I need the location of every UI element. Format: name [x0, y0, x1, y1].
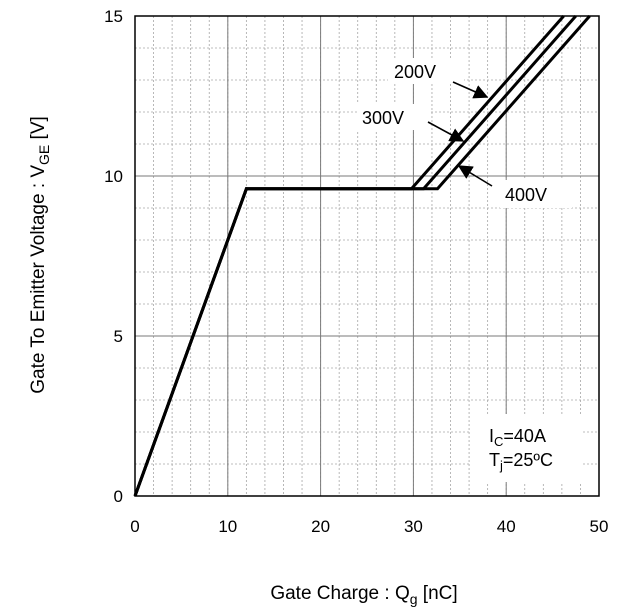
- condition-tj: Tj=25ºC: [489, 450, 553, 473]
- y-tick-label: 0: [114, 487, 123, 506]
- y-tick-label: 10: [104, 167, 123, 186]
- x-tick-label: 30: [404, 517, 423, 536]
- x-axis-title: Gate Charge : Qg [nC]: [270, 583, 457, 607]
- x-tick-label: 50: [590, 517, 609, 536]
- conditions-box: IC=40A Tj=25ºC: [470, 414, 582, 482]
- y-tick-label: 5: [114, 327, 123, 346]
- label-400v-group: 400V: [459, 166, 572, 208]
- x-tick-label: 20: [311, 517, 330, 536]
- x-tick-label: 10: [218, 517, 237, 536]
- label-200v-group: 200V: [388, 58, 487, 97]
- series-label-200v: 200V: [394, 62, 436, 82]
- y-tick-label: 15: [104, 7, 123, 26]
- y-axis-title: Gate To Emitter Voltage : VGE [V]: [28, 116, 52, 394]
- series-label-300v: 300V: [362, 108, 404, 128]
- label-300v-group: 300V: [357, 104, 463, 141]
- y-tick-labels: 0 5 10 15: [104, 7, 123, 506]
- pointer-300v: [428, 122, 463, 141]
- x-tick-label: 0: [130, 517, 139, 536]
- series-label-400v: 400V: [505, 185, 547, 205]
- pointer-200v: [453, 82, 487, 97]
- x-tick-labels: 0 10 20 30 40 50: [130, 517, 608, 536]
- x-tick-label: 40: [497, 517, 516, 536]
- conditions-bg: [470, 414, 582, 482]
